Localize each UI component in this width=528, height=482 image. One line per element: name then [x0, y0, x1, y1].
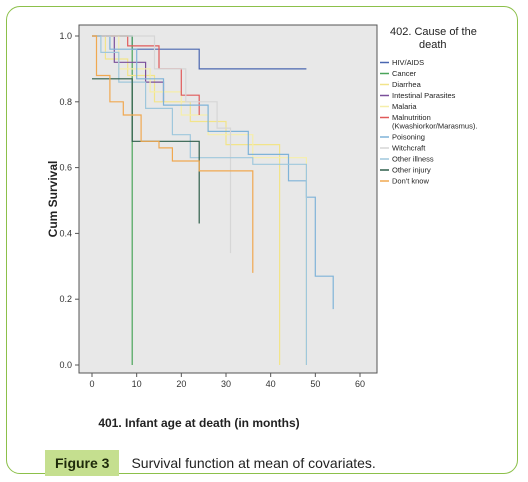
legend-entry: Other illness: [392, 155, 434, 164]
x-tick-label: 60: [355, 379, 365, 389]
caption-text: Survival function at mean of covariates.: [131, 455, 376, 471]
x-tick-label: 10: [132, 379, 142, 389]
legend-entry: Malnutrition (Kwashiorkor/Marasmus).: [392, 113, 477, 131]
y-tick-label: 0.4: [59, 228, 72, 238]
x-axis-title: 401. Infant age at death (in months): [98, 416, 299, 430]
series-layer: [92, 35, 334, 365]
series-line-poisoning: [92, 35, 334, 310]
x-tick-label: 40: [266, 379, 276, 389]
series-line-other-illness: [92, 35, 307, 365]
y-tick-label: 0.6: [59, 163, 72, 173]
legend-entry: Intestinal Parasites: [392, 91, 456, 100]
legend-entry: Don't know: [392, 177, 429, 186]
legend-entry: Cancer: [392, 69, 417, 78]
series-line-diarrhea: [92, 35, 281, 365]
y-tick-label: 0.2: [59, 294, 72, 304]
x-tick-label: 20: [176, 379, 186, 389]
figure-label: Figure 3: [45, 450, 120, 476]
legend-entry: HIV/AIDS: [392, 58, 424, 67]
y-tick-label: 0.0: [59, 360, 72, 370]
y-tick-label: 0.8: [59, 97, 72, 107]
legend-entry: Malaria: [392, 102, 417, 111]
legend-entry: Other injury: [392, 166, 431, 175]
x-tick-label: 30: [221, 379, 231, 389]
legend-title-line-1: 402. Cause of the: [390, 26, 477, 38]
series-line-witchcraft: [92, 35, 232, 254]
legend-entry: Poisoning: [392, 133, 425, 142]
legend: 402. Cause of the death HIV/AIDS Cancer Di…: [380, 26, 477, 186]
y-axis: 0.0 0.2 0.4 0.6 0.8 1.0: [59, 31, 79, 370]
x-tick-label: 50: [310, 379, 320, 389]
survival-chart: 0.0 0.2 0.4 0.6 0.8 1.0 0 10 20 30 40 50 60 Cum Sur…: [46, 24, 477, 430]
series-line-don-t-know: [92, 35, 254, 273]
x-axis: 0 10 20 30 40 50 60: [89, 373, 365, 389]
figure-caption: Figure 3 Survival function at mean of co…: [45, 449, 376, 477]
y-tick-label: 1.0: [59, 31, 72, 41]
x-tick-label: 0: [89, 379, 94, 389]
legend-title-line-2: death: [419, 39, 447, 51]
legend-items: HIV/AIDS Cancer Diarrhea Intestinal Parasit…: [380, 58, 477, 186]
legend-entry: Witchcraft: [392, 144, 426, 153]
plot-area: [78, 24, 378, 374]
legend-entry: Diarrhea: [392, 80, 422, 89]
figure-frame: 0.0 0.2 0.4 0.6 0.8 1.0 0 10 20 30 40 50 60 Cum Sur…: [6, 6, 518, 477]
y-axis-title: Cum Survival: [46, 161, 60, 238]
